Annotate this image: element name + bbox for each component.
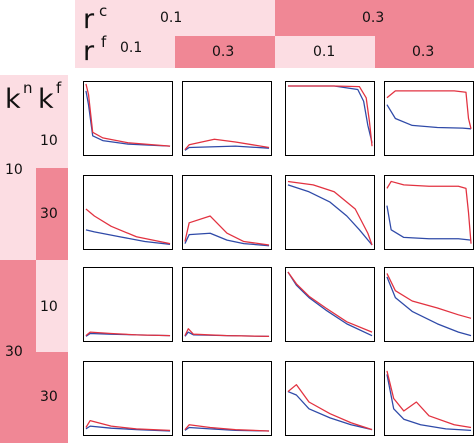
kn-low-side-bg <box>0 75 36 260</box>
plot-panel-r2-c2 <box>182 175 272 250</box>
panel-plot-area <box>184 424 270 432</box>
kn-label-sup: n <box>23 79 33 97</box>
plot-panel-r4-c1 <box>83 361 173 436</box>
red-series-line <box>85 331 171 337</box>
kf-low-a-value: 10 <box>40 133 58 149</box>
blue-series-line <box>287 184 373 246</box>
blue-series-line <box>85 425 171 432</box>
red-series-line <box>184 138 270 151</box>
plot-panel-r1-c4 <box>384 81 474 156</box>
kf-label-sup: f <box>56 79 62 97</box>
rf-low-b-value: 0.1 <box>313 44 336 60</box>
rf-high-a-bg <box>175 36 275 68</box>
kf-low-b-value: 10 <box>40 299 58 315</box>
kn-high-value: 30 <box>5 344 23 360</box>
panel-plot-area <box>85 331 171 337</box>
rf-high-a-value: 0.3 <box>212 44 235 60</box>
red-series-line <box>85 208 171 245</box>
rf-low-a-bg <box>75 36 175 68</box>
kf-high-a-bg <box>36 168 68 260</box>
panel-plot-area <box>287 85 373 147</box>
plot-panel-r3-c2 <box>182 267 272 342</box>
blue-series-line <box>85 90 171 147</box>
panel-plot-area <box>287 271 373 337</box>
panel-plot-area <box>386 273 472 337</box>
kf-high-b-value: 30 <box>40 389 58 405</box>
kf-low-a-bg <box>36 75 68 168</box>
panel-plot-area <box>287 384 373 431</box>
panel-plot-area <box>85 419 171 432</box>
red-series-line <box>184 424 270 432</box>
blue-series-line <box>386 104 472 130</box>
blue-series-line <box>287 85 373 143</box>
red-series-line <box>287 180 373 246</box>
kf-high-b-bg <box>36 352 68 443</box>
kf-label: k <box>38 86 54 113</box>
kn-low-value: 10 <box>5 162 23 178</box>
plot-panel-r4-c3 <box>285 361 375 436</box>
plot-panel-r2-c4 <box>384 175 474 250</box>
panel-plot-area <box>287 180 373 246</box>
plot-panel-r2-c3 <box>285 175 375 250</box>
panel-plot-area <box>386 90 472 130</box>
panel-plot-area <box>386 180 472 244</box>
blue-series-line <box>85 229 171 245</box>
kf-high-a-value: 30 <box>40 206 58 222</box>
blue-series-line <box>386 374 472 431</box>
red-series-line <box>287 384 373 431</box>
rf-high-b-value: 0.3 <box>412 44 435 60</box>
rf-label-sup: f <box>101 33 107 51</box>
rc-label: r <box>83 6 94 33</box>
red-series-line <box>184 215 270 246</box>
rf-low-b-bg <box>275 36 375 68</box>
panel-plot-area <box>184 328 270 337</box>
plot-panel-r3-c4 <box>384 267 474 342</box>
plot-panel-r3-c1 <box>83 267 173 342</box>
blue-series-line <box>386 205 472 241</box>
plot-panel-r4-c4 <box>384 361 474 436</box>
plot-panel-r1-c2 <box>182 81 272 156</box>
rc-low-value: 0.1 <box>160 10 183 26</box>
kn-label: k <box>5 86 21 113</box>
plot-panel-r3-c3 <box>285 267 375 342</box>
kf-low-b-bg <box>36 260 68 352</box>
blue-series-line <box>184 232 270 247</box>
blue-series-line <box>184 145 270 151</box>
red-series-line <box>287 271 373 333</box>
kf-label-main: k <box>38 84 54 115</box>
panel-plot-area <box>184 138 270 151</box>
red-series-line <box>386 180 472 244</box>
panel-plot-area <box>184 215 270 247</box>
panel-plot-area <box>85 83 171 147</box>
red-series-line <box>85 419 171 431</box>
red-series-line <box>85 83 171 147</box>
rc-low-header-bg <box>75 0 275 36</box>
plot-panel-r1-c1 <box>83 81 173 156</box>
rf-label-main: r <box>83 36 95 67</box>
panel-plot-area <box>85 208 171 245</box>
red-series-line <box>386 273 472 319</box>
rc-high-value: 0.3 <box>362 10 385 26</box>
plot-panel-r2-c1 <box>83 175 173 250</box>
plot-panel-r1-c3 <box>285 81 375 156</box>
rc-label-sup: c <box>99 2 108 20</box>
red-series-line <box>386 370 472 429</box>
red-series-line <box>386 90 472 129</box>
blue-series-line <box>386 276 472 337</box>
rf-label: r <box>83 38 94 65</box>
kn-label-main: k <box>5 84 21 115</box>
blue-series-line <box>287 391 373 431</box>
rf-high-b-bg <box>375 36 474 68</box>
plot-panel-r4-c2 <box>182 361 272 436</box>
red-series-line <box>184 328 270 337</box>
rc-label-main: r <box>83 4 95 35</box>
blue-series-line <box>287 271 373 337</box>
panel-plot-area <box>386 370 472 431</box>
rf-low-a-value: 0.1 <box>120 40 143 56</box>
kn-high-side-bg <box>0 260 36 443</box>
rc-high-header-bg <box>275 0 474 36</box>
red-series-line <box>287 85 373 147</box>
